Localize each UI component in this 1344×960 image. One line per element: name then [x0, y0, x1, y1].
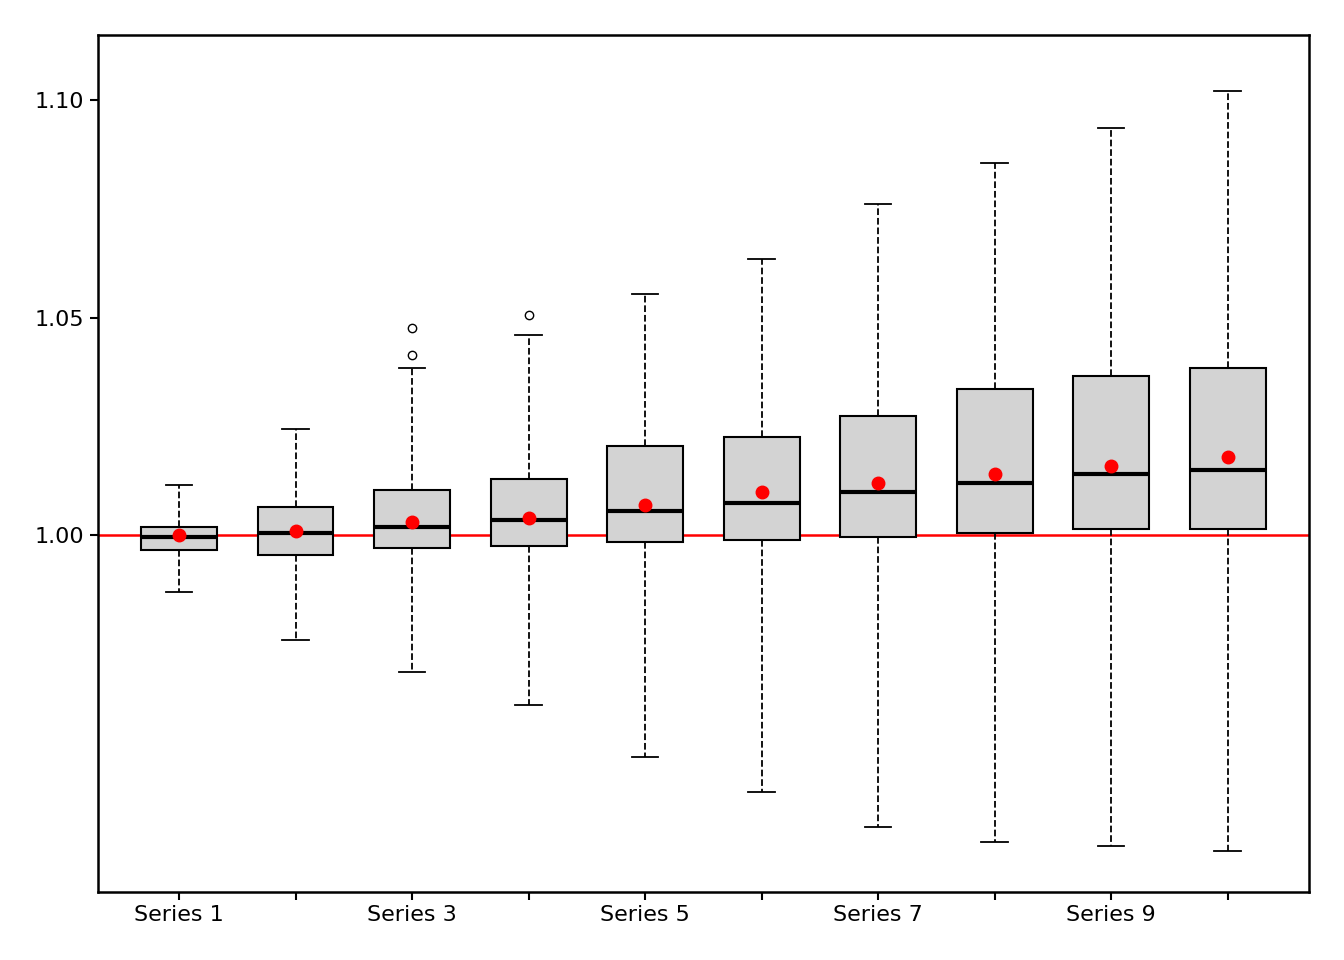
Bar	[491, 479, 567, 546]
Bar	[607, 446, 683, 541]
Bar	[374, 490, 450, 548]
Bar	[724, 438, 800, 540]
Bar	[1189, 368, 1266, 529]
Bar	[840, 416, 917, 538]
Bar	[1074, 376, 1149, 529]
Bar	[141, 526, 216, 550]
Bar	[957, 390, 1032, 533]
Bar	[258, 507, 333, 555]
